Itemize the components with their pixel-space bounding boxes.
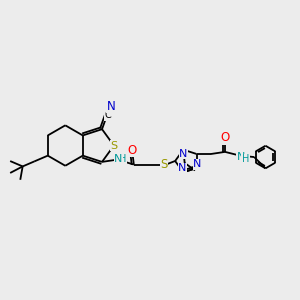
Text: H: H: [242, 154, 249, 164]
Text: H: H: [119, 154, 126, 164]
Text: C: C: [104, 110, 111, 120]
Text: O: O: [128, 144, 137, 157]
Text: N: N: [106, 100, 115, 113]
Text: O: O: [220, 131, 230, 144]
Text: N: N: [193, 159, 202, 169]
Text: N: N: [178, 164, 187, 173]
Text: N: N: [114, 154, 123, 164]
Text: S: S: [160, 158, 167, 171]
Text: S: S: [110, 140, 118, 151]
Text: N: N: [179, 149, 188, 159]
Text: N: N: [237, 152, 245, 162]
